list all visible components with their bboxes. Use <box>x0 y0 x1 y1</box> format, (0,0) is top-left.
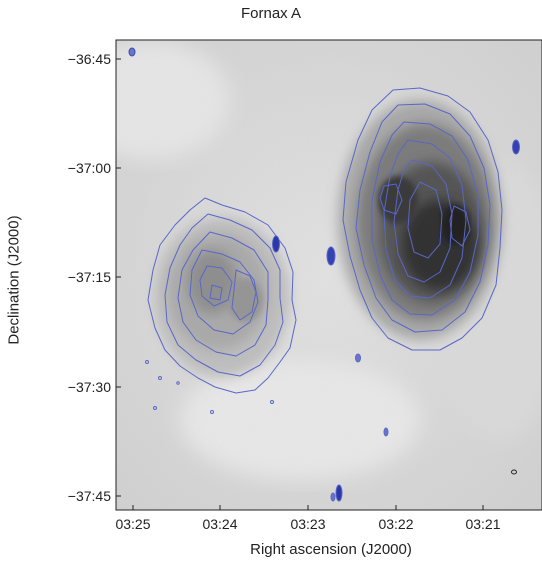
y-axis-label-text: Declination (J2000) <box>5 215 23 345</box>
plot-frame <box>115 39 542 511</box>
y-tick-label: −36:45 <box>67 51 111 67</box>
image-field <box>116 40 542 510</box>
y-tick-label: −37:15 <box>67 269 111 285</box>
x-axis-label: Right ascension (J2000) <box>250 541 412 558</box>
x-tick-label: 03:25 <box>115 516 151 532</box>
contour-lines <box>147 87 503 394</box>
y-tick-marks <box>116 58 121 497</box>
y-tick-label: −37:00 <box>67 160 111 176</box>
y-tick-label: −37:45 <box>67 488 111 504</box>
y-tick-label: −37:30 <box>67 379 111 395</box>
x-tick-marks <box>132 505 484 510</box>
east-lobe <box>338 100 502 340</box>
west-lobe <box>154 217 290 377</box>
x-tick-label: 03:21 <box>465 516 501 532</box>
x-tick-label: 03:24 <box>202 516 238 532</box>
x-tick-label: 03:23 <box>290 516 326 532</box>
plot-title: Fornax A <box>240 5 302 22</box>
point-sources <box>128 47 520 502</box>
x-tick-label: 03:22 <box>378 516 414 532</box>
